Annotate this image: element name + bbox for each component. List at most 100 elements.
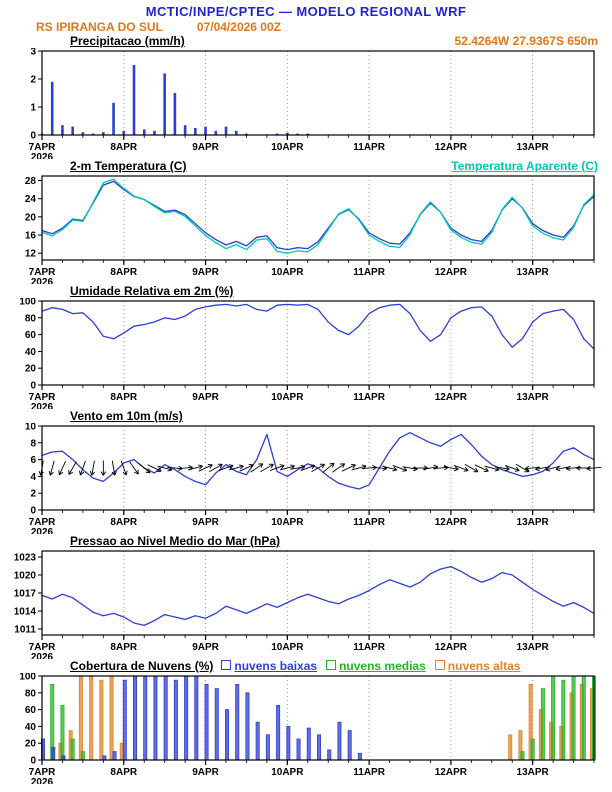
svg-text:20: 20 <box>25 739 37 750</box>
high-clouds-label: nuvens altas <box>447 659 521 673</box>
svg-text:13APR: 13APR <box>517 642 550 653</box>
svg-text:12APR: 12APR <box>435 642 468 653</box>
svg-text:80: 80 <box>25 313 37 324</box>
panel-clouds: Cobertura de Nuvens (%) nuvens baixas nu… <box>0 659 612 784</box>
svg-text:20: 20 <box>25 364 37 375</box>
svg-text:2026: 2026 <box>31 152 54 159</box>
svg-text:12APR: 12APR <box>435 517 468 528</box>
svg-text:2026: 2026 <box>31 527 54 534</box>
panel-precipitation: Precipitacao (mm/h) 52.4264W 27.9367S 65… <box>0 34 612 159</box>
svg-text:1017: 1017 <box>14 589 37 600</box>
svg-text:12APR: 12APR <box>435 767 468 778</box>
legend-low-clouds: nuvens baixas <box>221 659 317 673</box>
svg-text:100: 100 <box>19 673 36 683</box>
station-header: RS IPIRANGA DO SUL 07/04/2026 00Z <box>36 20 612 34</box>
high-clouds-swatch-icon <box>434 660 445 670</box>
svg-text:7APR: 7APR <box>29 267 56 278</box>
svg-text:10APR: 10APR <box>271 142 304 153</box>
svg-text:2: 2 <box>30 489 36 500</box>
pressure-title: Pressao ao Nivel Medio do Mar (hPa) <box>70 534 281 548</box>
svg-text:8APR: 8APR <box>110 267 137 278</box>
panel-pressure: Pressao ao Nivel Medio do Mar (hPa) 1011… <box>0 534 612 659</box>
low-clouds-label: nuvens baixas <box>234 659 318 673</box>
svg-text:11APR: 11APR <box>353 392 385 403</box>
svg-text:11APR: 11APR <box>353 142 385 153</box>
cloud-legend: nuvens baixas nuvens medias nuvens altas <box>221 659 520 673</box>
svg-text:8APR: 8APR <box>110 767 137 778</box>
temperature-title: 2-m Temperatura (C) <box>70 159 187 173</box>
svg-text:10APR: 10APR <box>271 642 304 653</box>
svg-text:1023: 1023 <box>14 553 37 564</box>
cloud-cover-title: Cobertura de Nuvens (%) <box>70 659 214 673</box>
svg-text:9APR: 9APR <box>192 392 219 403</box>
apparent-temperature-label: Temperatura Aparente (C) <box>451 159 598 173</box>
svg-text:7APR: 7APR <box>29 142 56 153</box>
panel-humidity: Umidade Relativa em 2m (%) 0 20 40 60 80 100 7… <box>0 284 612 409</box>
mid-clouds-swatch-icon <box>326 660 337 670</box>
svg-text:2: 2 <box>30 75 36 86</box>
svg-text:1011: 1011 <box>14 625 36 636</box>
mid-clouds-label: nuvens medias <box>339 659 426 673</box>
svg-text:0: 0 <box>30 131 36 142</box>
legend-mid-clouds: nuvens medias <box>326 659 426 673</box>
svg-text:9APR: 9APR <box>192 142 219 153</box>
svg-text:7APR: 7APR <box>29 642 56 653</box>
svg-text:12APR: 12APR <box>435 267 468 278</box>
svg-text:20: 20 <box>25 212 37 223</box>
svg-text:9APR: 9APR <box>192 642 219 653</box>
svg-text:40: 40 <box>25 347 37 358</box>
svg-text:4: 4 <box>30 472 36 483</box>
svg-text:11APR: 11APR <box>353 267 385 278</box>
svg-text:40: 40 <box>25 722 37 733</box>
svg-text:7APR: 7APR <box>29 517 56 528</box>
svg-text:8APR: 8APR <box>110 142 137 153</box>
svg-text:11APR: 11APR <box>353 517 385 528</box>
svg-text:9APR: 9APR <box>192 267 219 278</box>
svg-text:0: 0 <box>30 381 36 392</box>
svg-text:12: 12 <box>25 249 37 260</box>
precipitation-title: Precipitacao (mm/h) <box>70 34 185 48</box>
svg-text:10: 10 <box>25 423 37 433</box>
svg-text:10APR: 10APR <box>271 392 304 403</box>
svg-text:12APR: 12APR <box>435 392 468 403</box>
legend-high-clouds: nuvens altas <box>434 659 521 673</box>
wind-title: Vento em 10m (m/s) <box>70 409 183 423</box>
model-title: MCTIC/INPE/CPTEC — MODELO REGIONAL WRF <box>145 4 467 19</box>
svg-text:2026: 2026 <box>31 277 54 284</box>
svg-text:8APR: 8APR <box>110 642 137 653</box>
panel-temperature: 2-m Temperatura (C) Temperatura Aparente… <box>0 159 612 284</box>
svg-text:8APR: 8APR <box>110 392 137 403</box>
station-name: RS IPIRANGA DO SUL <box>36 20 163 34</box>
svg-text:2026: 2026 <box>31 777 54 784</box>
station-coordinates: 52.4264W 27.9367S 650m <box>454 34 598 48</box>
svg-text:28: 28 <box>25 176 37 187</box>
svg-text:13APR: 13APR <box>517 767 550 778</box>
svg-text:13APR: 13APR <box>517 267 550 278</box>
svg-text:12APR: 12APR <box>435 142 468 153</box>
svg-text:1014: 1014 <box>14 607 37 618</box>
svg-text:9APR: 9APR <box>192 767 219 778</box>
svg-text:8APR: 8APR <box>110 517 137 528</box>
svg-text:1: 1 <box>30 103 36 114</box>
svg-text:11APR: 11APR <box>353 767 385 778</box>
svg-text:60: 60 <box>25 330 37 341</box>
svg-text:1020: 1020 <box>14 571 37 582</box>
svg-text:10APR: 10APR <box>271 767 304 778</box>
svg-text:6: 6 <box>30 455 36 466</box>
svg-text:9APR: 9APR <box>192 517 219 528</box>
svg-text:13APR: 13APR <box>517 517 550 528</box>
svg-text:3: 3 <box>30 48 36 58</box>
svg-text:2026: 2026 <box>31 402 54 409</box>
svg-text:10APR: 10APR <box>271 517 304 528</box>
svg-text:16: 16 <box>25 231 37 242</box>
svg-text:24: 24 <box>25 194 37 205</box>
svg-text:2026: 2026 <box>31 652 54 659</box>
humidity-title: Umidade Relativa em 2m (%) <box>70 284 234 298</box>
